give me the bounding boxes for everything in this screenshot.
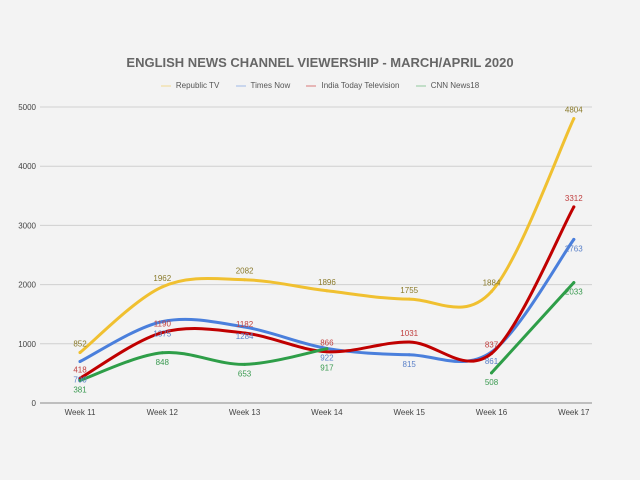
x-tick-label: Week 17 xyxy=(558,408,590,417)
data-point xyxy=(78,378,82,382)
y-tick-label: 4000 xyxy=(18,162,36,171)
data-point xyxy=(490,371,493,375)
data-point xyxy=(160,285,164,289)
y-tick-label: 3000 xyxy=(18,221,36,230)
data-label: 3312 xyxy=(565,194,583,203)
data-point xyxy=(243,331,247,335)
data-point xyxy=(407,353,411,357)
data-point xyxy=(78,360,82,364)
legend-swatch xyxy=(160,84,171,87)
data-label: 653 xyxy=(238,369,252,378)
data-label: 418 xyxy=(73,365,87,374)
data-label: 861 xyxy=(485,357,499,366)
data-label: 4804 xyxy=(565,106,583,115)
legend-label: CNN News18 xyxy=(430,81,480,90)
data-point xyxy=(572,117,576,121)
data-label: 2033 xyxy=(565,288,583,297)
data-label: 2763 xyxy=(565,244,583,253)
y-tick-label: 5000 xyxy=(18,103,36,112)
data-label: 1182 xyxy=(236,320,254,329)
y-tick-label: 2000 xyxy=(18,281,36,290)
data-label: 1284 xyxy=(236,332,254,341)
legend-swatch xyxy=(415,84,426,87)
data-point xyxy=(243,278,247,282)
legend-item[interactable]: India Today Television xyxy=(306,81,399,90)
y-tick-label: 1000 xyxy=(18,340,36,349)
data-point xyxy=(160,320,164,324)
data-point xyxy=(572,205,576,209)
data-label: 922 xyxy=(320,353,334,362)
x-tick-label: Week 15 xyxy=(393,408,425,417)
legend-label: Republic TV xyxy=(175,81,220,90)
data-point xyxy=(325,289,329,293)
data-point xyxy=(572,237,576,241)
data-point xyxy=(243,325,247,329)
data-label: 848 xyxy=(156,358,170,367)
data-label: 837 xyxy=(485,340,499,349)
x-tick-label: Week 14 xyxy=(311,408,343,417)
legend-swatch xyxy=(235,84,246,87)
legend-swatch xyxy=(306,84,317,87)
data-point xyxy=(78,351,82,355)
data-label: 1375 xyxy=(153,330,171,339)
series-line xyxy=(78,117,576,355)
data-label: 1190 xyxy=(154,320,172,329)
x-tick-label: Week 11 xyxy=(65,408,96,417)
legend-label: India Today Television xyxy=(321,81,400,90)
data-point xyxy=(160,351,164,355)
legend-item[interactable]: Republic TV xyxy=(160,81,220,90)
x-tick-label: Week 12 xyxy=(147,408,179,417)
x-tick-label: Week 16 xyxy=(476,408,508,417)
data-label: 1031 xyxy=(400,329,418,338)
data-point xyxy=(407,297,411,301)
series-line xyxy=(490,281,576,375)
legend-label: Times Now xyxy=(250,81,291,90)
data-label: 866 xyxy=(320,339,334,348)
data-label: 2082 xyxy=(236,267,254,276)
x-tick-label: Week 13 xyxy=(229,408,261,417)
data-point xyxy=(572,281,576,285)
data-label: 852 xyxy=(73,340,87,349)
data-label: 917 xyxy=(320,363,334,372)
legend-item[interactable]: CNN News18 xyxy=(415,81,480,90)
data-label: 508 xyxy=(485,378,499,387)
data-point xyxy=(325,347,329,351)
data-point xyxy=(160,331,164,335)
data-label: 381 xyxy=(73,385,87,394)
data-label: 1896 xyxy=(318,278,336,287)
data-point xyxy=(490,289,493,293)
data-point xyxy=(325,350,329,354)
y-tick-label: 0 xyxy=(32,399,37,408)
chart-title: ENGLISH NEWS CHANNEL VIEWERSHIP - MARCH/… xyxy=(126,55,514,70)
data-point xyxy=(490,351,493,355)
legend: Republic TV Times Now India Today Televi… xyxy=(0,81,640,90)
data-label: 815 xyxy=(403,360,417,369)
series-line xyxy=(78,347,329,382)
legend-item[interactable]: Times Now xyxy=(235,81,291,90)
data-point xyxy=(407,340,411,344)
data-label: 700 xyxy=(73,375,87,384)
data-label: 1884 xyxy=(483,278,501,287)
data-label: 1755 xyxy=(400,286,418,295)
data-point xyxy=(243,362,247,366)
data-label: 1962 xyxy=(153,274,171,283)
